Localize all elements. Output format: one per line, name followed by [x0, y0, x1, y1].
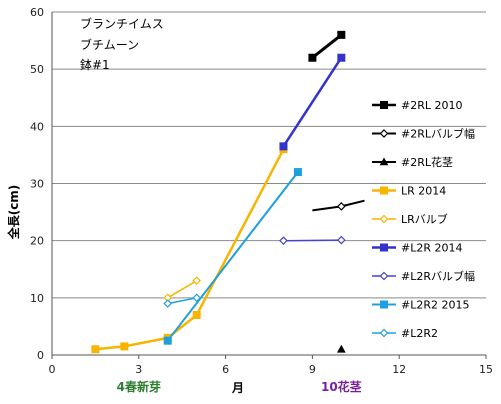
x-tick-label: 6: [222, 363, 229, 376]
series: [279, 53, 346, 151]
y-tick-label: 60: [30, 6, 44, 19]
y-tick-label: 40: [30, 120, 44, 133]
series-line: [282, 57, 343, 147]
y-tick-label: 20: [30, 235, 44, 248]
x-axis-title: 月: [231, 381, 244, 395]
legend-label: #L2R 2014: [401, 242, 462, 255]
series-line: [311, 33, 343, 59]
series-line: [283, 239, 342, 242]
data-point: [336, 344, 346, 353]
series-line: [167, 280, 198, 299]
series: [279, 235, 346, 246]
y-axis-title: 全長(cm): [6, 185, 21, 241]
series: [336, 344, 346, 353]
legend-item: #L2R 2014: [372, 242, 462, 255]
data-point: [336, 202, 346, 211]
month-annotation: 10花茎: [321, 379, 362, 394]
series: [163, 293, 202, 308]
data-point: [163, 299, 173, 308]
x-tick-label: 12: [392, 363, 406, 376]
data-point: [380, 300, 388, 309]
legend-label: #2RLバルブ幅: [401, 127, 475, 141]
series: [163, 168, 302, 345]
legend-item: #2RLバルブ幅: [372, 127, 475, 141]
x-tick-label: 3: [135, 363, 142, 376]
series-line: [166, 171, 299, 342]
data-point: [379, 214, 389, 224]
y-tick-label: 0: [37, 349, 44, 362]
legend-item: #L2R2: [372, 327, 438, 340]
axes: 0 10 20 30 40 50 60 0 3 6 9 12 15: [30, 6, 493, 376]
legend-item: #L2R2 2015: [372, 299, 469, 312]
legend-label: #L2R2 2015: [401, 299, 469, 312]
legend-item: LR 2014: [372, 185, 446, 198]
annotations: 4春新芽 10花茎: [117, 379, 362, 394]
data-point: [120, 342, 129, 351]
legend-label: #2RL 2010: [401, 99, 462, 112]
data-point: [380, 243, 388, 252]
data-point: [293, 168, 302, 177]
legend-item: #L2Rバルブ幅: [372, 269, 475, 283]
chart-title-block: ブランチイムス ブチムーン 鉢#1: [80, 16, 164, 72]
data-point: [192, 293, 202, 303]
legend-label: #2RL花茎: [401, 156, 453, 169]
legend-item: #2RL花茎: [372, 156, 453, 169]
data-point: [380, 186, 388, 195]
chart-title-line: ブチムーン: [80, 37, 139, 52]
data-point: [380, 101, 388, 109]
data-point: [337, 30, 346, 39]
data-point: [279, 236, 288, 246]
month-annotation: 4春新芽: [117, 379, 161, 394]
data-point: [379, 129, 389, 138]
legend-item: #2RL 2010: [372, 99, 462, 112]
legend: #2RL 2010 #2RLバルブ幅 #2RL花茎 LR 2014 LRバルブ #L2R …: [372, 99, 475, 340]
y-tick-label: 30: [30, 178, 44, 191]
series: [312, 199, 365, 212]
x-tick-label: 9: [309, 363, 316, 376]
legend-label: #L2R2: [401, 327, 438, 340]
y-tick-label: 10: [30, 292, 44, 305]
data-point: [379, 328, 389, 338]
data-point: [192, 310, 201, 319]
data-point: [192, 276, 202, 286]
series-line: [167, 297, 197, 305]
data-point: [308, 53, 317, 62]
x-tick-label: 15: [479, 363, 493, 376]
series: [163, 276, 202, 303]
data-point: [337, 53, 346, 62]
data-point: [336, 235, 346, 245]
legend-label: LRバルブ: [401, 212, 448, 226]
series-group: [91, 30, 365, 354]
data-point: [379, 157, 389, 166]
gridlines: [52, 11, 486, 299]
data-point: [91, 345, 100, 354]
legend-item: LRバルブ: [372, 212, 448, 226]
data-point: [379, 271, 389, 281]
data-point: [279, 142, 288, 151]
chart-title-line: ブランチイムス: [80, 16, 164, 31]
y-tick-label: 50: [30, 63, 44, 76]
legend-label: #L2Rバルブ幅: [401, 269, 475, 283]
x-tick-label: 0: [49, 363, 56, 376]
chart-title-line: 鉢#1: [80, 58, 110, 72]
data-point: [163, 336, 172, 345]
legend-label: LR 2014: [401, 185, 446, 198]
series: [308, 30, 346, 62]
